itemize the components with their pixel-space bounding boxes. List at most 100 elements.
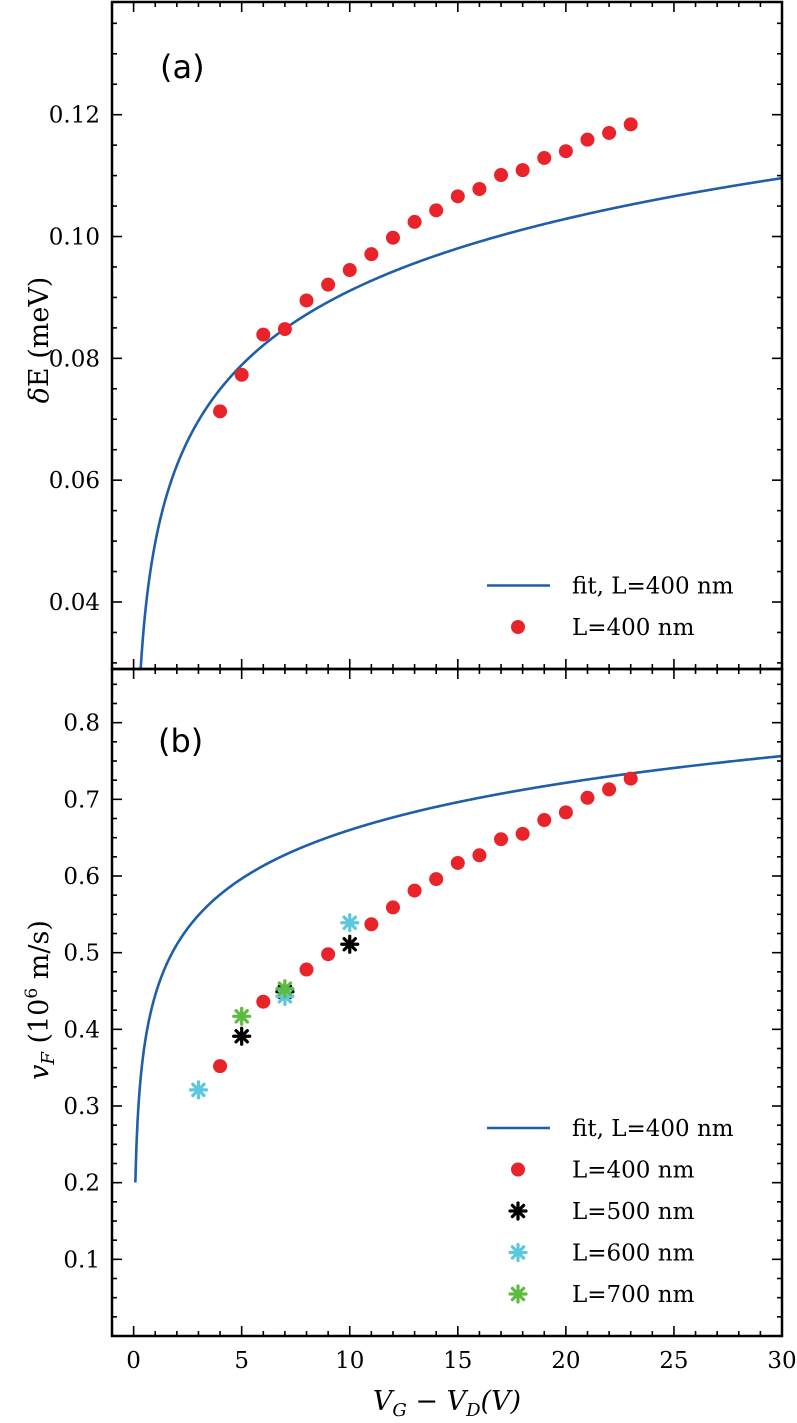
panel-b-point-L700 <box>232 1006 252 1026</box>
x-tick-label: 15 <box>443 1348 472 1374</box>
panel-a-ytick-label: 0.12 <box>49 103 100 129</box>
x-tick-label: 20 <box>551 1348 580 1374</box>
panel-b-legend-label: fit, L=400 nm <box>572 1116 734 1142</box>
panel-a-legend-entry: L=400 nm <box>511 615 695 641</box>
panel-a-point-L400 <box>385 230 400 245</box>
panel-b: 0.1 0.2 0.3 0.4 0.5 0.6 0.7 0.8 (b) vF (106 m/s… <box>22 667 784 1338</box>
panel-b-point-L600 <box>188 1080 209 1100</box>
panel-a-legend-label: fit, L=400 nm <box>572 574 734 600</box>
panel-a-ytick-label: 0.04 <box>49 590 100 616</box>
x-tick-label: 0 <box>126 1348 141 1374</box>
panel-a: 0.04 0.06 0.08 0.10 0.12 (a) δE (meV) fit, L… <box>24 0 784 671</box>
panel-a-point-L400 <box>450 189 465 204</box>
panel-b-ytick-label: 0.7 <box>63 787 100 813</box>
x-label-v1: V <box>373 1386 395 1417</box>
panel-a-point-L400 <box>234 367 249 382</box>
panel-b-point-L400 <box>580 790 595 805</box>
panel-a-fit-curve <box>139 176 782 669</box>
panel-b-legend-label: L=700 nm <box>572 1282 695 1308</box>
legend-L400-swatch <box>511 1162 525 1177</box>
panel-a-point-L400 <box>256 327 271 342</box>
panel-a-ytick-label: 0.06 <box>49 468 100 494</box>
panel-b-ytick-label: 0.8 <box>63 711 100 737</box>
panel-b-point-L400 <box>558 805 573 820</box>
panel-a-point-L400 <box>364 247 379 262</box>
panel-a-legend: fit, L=400 nm L=400 nm <box>487 574 734 641</box>
panel-b-point-L600 <box>340 913 360 933</box>
panel-b-point-L400 <box>623 771 638 786</box>
legend-L400-swatch <box>511 620 525 634</box>
panel-b-ytick-label: 0.6 <box>63 864 100 890</box>
panel-b-point-L400 <box>299 962 314 977</box>
y-label-b-v: v <box>24 1065 55 1080</box>
panel-a-point-L400 <box>342 263 357 278</box>
panel-a-point-L400 <box>602 125 617 140</box>
panel-a-tag: (a) <box>160 48 205 86</box>
x-axis-tick-labels: 0 5 10 15 20 25 30 <box>126 1348 796 1374</box>
panel-b-ytick-label: 0.5 <box>63 941 100 967</box>
panel-a-legend-label: L=400 nm <box>572 615 695 641</box>
y-label-a-rest: E (meV) <box>24 277 55 387</box>
panel-a-ytick-label: 0.08 <box>49 346 100 372</box>
panel-b-ytick-label: 0.3 <box>63 1094 100 1120</box>
x-label-minus: − <box>407 1386 447 1417</box>
panel-a-point-L400 <box>472 182 487 197</box>
panel-b-plot-area <box>134 754 782 1183</box>
panel-a-ytick-label: 0.10 <box>49 225 100 251</box>
panel-b-point-L700 <box>275 979 295 999</box>
panel-a-legend-entry: fit, L=400 nm <box>487 574 734 600</box>
panel-a-y-axis-label: δE (meV) <box>24 277 55 404</box>
panel-a-frame <box>110 0 784 671</box>
panel-b-point-L400 <box>515 826 530 841</box>
x-label-v2: V <box>447 1386 469 1417</box>
panel-b-y-axis-label: vF (106 m/s) <box>22 920 59 1080</box>
panel-b-legend-entry: L=700 nm <box>508 1282 695 1308</box>
panel-b-point-L400 <box>494 832 509 847</box>
panel-b-legend-entry: L=500 nm <box>508 1199 695 1225</box>
panel-b-legend-entry: L=600 nm <box>508 1241 695 1267</box>
panel-b-legend-entry: fit, L=400 nm <box>487 1116 734 1142</box>
panel-b-ytick-label: 0.2 <box>63 1171 100 1197</box>
panel-a-point-L400 <box>299 293 314 308</box>
x-label-s2: D <box>465 1400 481 1421</box>
x-label-paren: (V) <box>481 1386 522 1417</box>
panel-b-point-L400 <box>429 872 444 887</box>
panel-a-point-L400 <box>429 203 444 218</box>
panel-a-point-L400 <box>277 322 292 337</box>
panel-b-point-L400 <box>450 855 465 870</box>
y-label-a-delta: δ <box>24 387 55 403</box>
x-axis-label: VG − VD(V) <box>373 1386 521 1421</box>
panel-b-y-axis: 0.1 0.2 0.3 0.4 0.5 0.6 0.7 0.8 <box>63 683 782 1318</box>
panel-b-point-L400 <box>407 883 422 898</box>
panel-b-legend-entry: L=400 nm <box>511 1158 695 1184</box>
panel-a-point-L400 <box>580 132 595 147</box>
panel-b-fit-curve <box>134 754 782 1183</box>
x-tick-label: 5 <box>234 1348 249 1374</box>
panel-b-legend-label: L=600 nm <box>572 1241 695 1267</box>
panel-b-point-L400 <box>385 900 400 915</box>
x-tick-label: 10 <box>335 1348 364 1374</box>
y-label-b-sup: 6 <box>22 988 42 999</box>
panel-a-point-L400 <box>558 144 573 159</box>
panel-a-point-L400 <box>515 163 530 178</box>
panel-a-point-L400 <box>213 404 228 419</box>
y-label-b-close: m/s) <box>24 920 55 988</box>
panel-a-y-axis: 0.04 0.06 0.08 0.10 0.12 <box>49 22 782 664</box>
panel-b-legend-label: L=500 nm <box>572 1199 695 1225</box>
panel-b-point-L500 <box>232 1026 252 1046</box>
panel-a-point-L400 <box>623 117 638 132</box>
x-tick-label: 25 <box>659 1348 688 1374</box>
legend-L500-swatch <box>508 1201 528 1221</box>
x-label-s1: G <box>392 1400 406 1421</box>
panel-a-point-L400 <box>494 167 509 182</box>
legend-L700-swatch <box>508 1284 528 1304</box>
panel-b-point-L400 <box>321 947 336 962</box>
panel-a-point-L400 <box>321 277 336 292</box>
legend-L600-swatch <box>508 1242 528 1263</box>
panel-b-point-L400 <box>213 1059 228 1074</box>
x-tick-label: 30 <box>767 1348 796 1374</box>
panel-b-legend: fit, L=400 nm L=400 nm L=500 nm L=600 nm L=7… <box>487 1116 734 1308</box>
y-label-b-open: (10 <box>24 999 55 1052</box>
panel-b-ytick-label: 0.4 <box>63 1017 100 1043</box>
